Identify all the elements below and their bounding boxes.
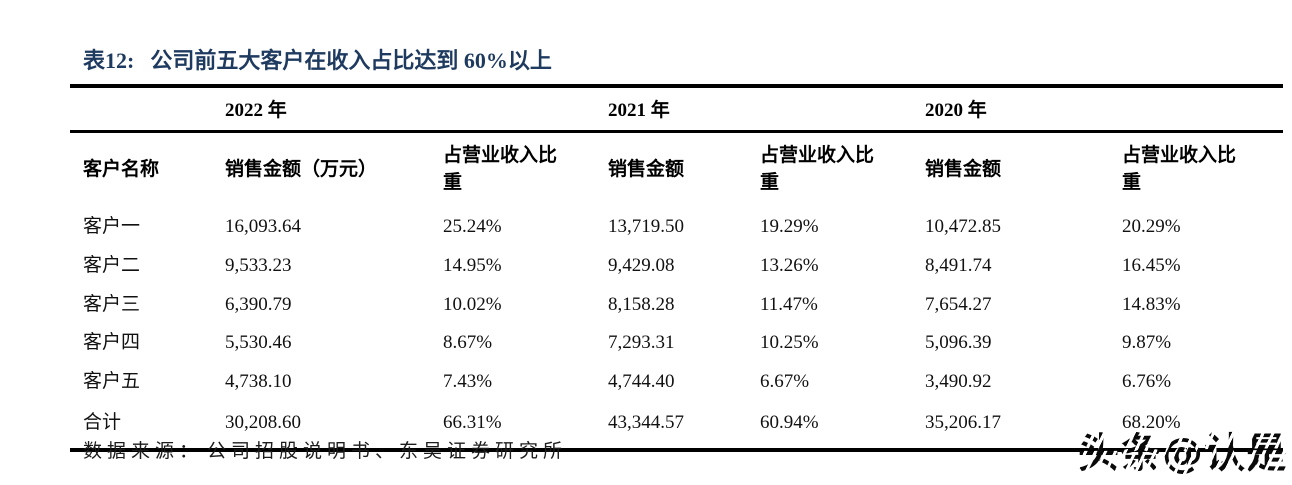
table-title-label: 表12: — [83, 48, 135, 73]
cell-share-2020: 14.83% — [1122, 293, 1181, 315]
col-header-revenue-share-2020: 占营业收入比重 — [1122, 132, 1283, 209]
table-row-total: 合计 30,208.60 66.31% 43,344.57 60.94% 35,… — [70, 401, 1284, 452]
cell-share-2021-total: 60.94% — [760, 401, 926, 452]
cell-sales-2021: 9,429.08 — [608, 254, 675, 276]
watermark-text: 头条@认是 — [1078, 429, 1288, 477]
row-label: 客户四 — [83, 332, 141, 354]
col-header-sales-2021: 销售金额 — [608, 158, 685, 180]
cell-sales-2021: 7,293.31 — [608, 332, 675, 354]
cell-sales-2021: 8,158.28 — [608, 293, 675, 315]
cell-sales-2020: 5,096.39 — [925, 332, 992, 354]
cell-share-2022: 10.02% — [443, 293, 502, 315]
cell-sales-2020: 8,491.74 — [925, 254, 992, 276]
row-label: 客户二 — [83, 254, 141, 276]
col-header-sales-2022: 销售金额（万元） — [225, 158, 378, 180]
cell-share-2022: 8.67% — [443, 332, 493, 354]
watermark: 头条@认是 — [1078, 429, 1288, 477]
col-header-revenue-share-2022: 占营业收入比重 — [443, 132, 608, 209]
table-row-customer-5: 客户五 4,738.10 7.43% 4,744.40 6.67% 3,490.… — [70, 363, 1283, 402]
year-header-2020: 2020 年 — [925, 86, 1284, 133]
data-source-note: 数据来源： 公司招股说明书、东吴证券研究所 — [83, 436, 567, 463]
table-row-customer-1: 客户一 16,093.64 25.24% 13,719.50 19.29% 10… — [70, 208, 1283, 247]
col-header-revenue-share-2022-text: 占营业收入比重 — [443, 145, 558, 193]
cell-sales-2020: 7,654.27 — [925, 293, 992, 315]
cell-sales-2022: 9,533.23 — [225, 254, 292, 276]
col-header-revenue-share-2021: 占营业收入比重 — [760, 132, 925, 209]
cell-sales-2021: 4,744.40 — [608, 371, 675, 393]
cell-share-2020: 16.45% — [1122, 254, 1181, 276]
cell-sales-2022: 5,530.46 — [225, 332, 292, 354]
data-source-text: 公司招股说明书、东吴证券研究所 — [207, 441, 568, 462]
cell-share-2022: 7.43% — [443, 371, 493, 393]
table-row-customer-4: 客户四 5,530.46 8.67% 7,293.31 10.25% 5,096… — [70, 324, 1283, 363]
cell-sales-2021-total: 43,344.57 — [608, 401, 761, 452]
cell-sales-2020: 3,490.92 — [925, 371, 992, 393]
data-source-label: 数据来源： — [83, 441, 204, 462]
top-customers-table: 2022 年 2021 年 2020 年 客户名称 销售金额（万元） 占营业收入… — [70, 84, 1284, 452]
row-label: 客户三 — [83, 293, 141, 315]
cell-share-2021: 10.25% — [760, 332, 819, 354]
cell-share-2020: 6.76% — [1122, 371, 1172, 393]
cell-share-2021: 11.47% — [760, 293, 818, 315]
cell-sales-2022-total: 30,208.60 — [225, 401, 443, 452]
col-header-sales-2020: 销售金额 — [925, 158, 1002, 180]
cell-share-2021: 6.67% — [760, 371, 810, 393]
cell-share-2022: 14.95% — [443, 254, 502, 276]
cell-sales-2022: 6,390.79 — [225, 293, 292, 315]
cell-share-2020: 9.87% — [1122, 332, 1172, 354]
cell-share-2022-total: 66.31% — [443, 401, 609, 452]
cell-share-2020-total: 68.20% — [1122, 401, 1284, 452]
column-header-row: 客户名称 销售金额（万元） 占营业收入比重 销售金额 占营业收入比重 销售金额 … — [70, 132, 1283, 209]
table-title: 表12: 公司前五大客户在收入占比达到 60%以上 — [83, 47, 552, 75]
year-header-row: 2022 年 2021 年 2020 年 — [70, 86, 1284, 133]
year-header-2021: 2021 年 — [608, 86, 926, 133]
cell-sales-2022: 16,093.64 — [225, 216, 301, 238]
table-title-text: 公司前五大客户在收入占比达到 60%以上 — [150, 48, 552, 73]
cell-share-2022: 25.24% — [443, 216, 502, 238]
cell-share-2020: 20.29% — [1122, 216, 1181, 238]
col-header-customer-name: 客户名称 — [83, 158, 160, 180]
row-label: 客户五 — [83, 371, 141, 393]
table-row-customer-3: 客户三 6,390.79 10.02% 8,158.28 11.47% 7,65… — [70, 286, 1283, 325]
cell-sales-2020: 10,472.85 — [925, 216, 1002, 238]
cell-share-2021: 13.26% — [760, 254, 819, 276]
year-header-2022: 2022 年 — [225, 86, 609, 133]
cell-sales-2022: 4,738.10 — [225, 371, 292, 393]
col-header-revenue-share-2021-text: 占营业收入比重 — [760, 145, 875, 193]
col-header-revenue-share-2020-text: 占营业收入比重 — [1122, 145, 1237, 193]
cell-share-2021: 19.29% — [760, 216, 819, 238]
row-label: 客户一 — [83, 216, 141, 238]
table-row-customer-2: 客户二 9,533.23 14.95% 9,429.08 13.26% 8,49… — [70, 247, 1283, 286]
row-label-total: 合计 — [70, 401, 225, 452]
year-header-empty — [70, 86, 225, 133]
cell-sales-2021: 13,719.50 — [608, 216, 685, 238]
cell-sales-2020-total: 35,206.17 — [925, 401, 1123, 452]
